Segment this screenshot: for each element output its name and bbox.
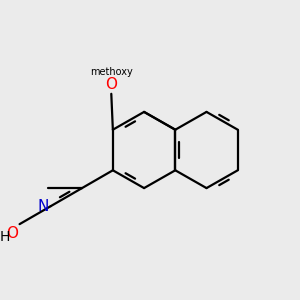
- Text: O: O: [105, 77, 117, 92]
- Text: N: N: [38, 199, 49, 214]
- Text: O: O: [6, 226, 18, 241]
- Text: H: H: [0, 230, 10, 244]
- Text: methoxy: methoxy: [90, 67, 133, 76]
